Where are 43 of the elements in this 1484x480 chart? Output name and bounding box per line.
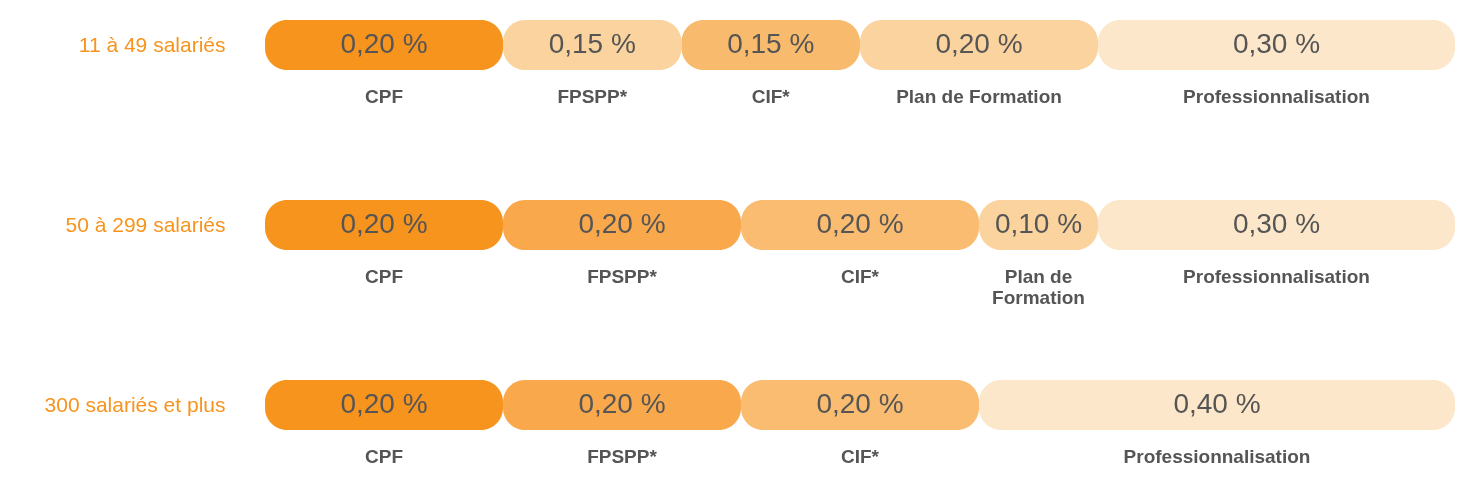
series-label: Professionnalisation [1183,86,1370,107]
text: CIF* [841,266,879,287]
data-label: 0,20 % [816,388,904,419]
text: FPSPP* [587,446,657,467]
series-label: Plan de Formation [896,86,1062,107]
bar [1098,200,1455,250]
data-label: 0,20 % [340,208,428,239]
bar [265,200,503,250]
bar [860,20,1098,70]
data-label: 0,20 % [816,208,904,239]
text: CPF [365,266,403,287]
bar [741,380,979,430]
bar [1098,20,1455,70]
text: Professionnalisation [1123,446,1311,467]
data-label: 0,10 % [994,208,1083,239]
text: Professionnalisation [1183,266,1370,287]
data-label: 0,20 % [340,28,428,59]
data-label: 0,30 % [1232,28,1321,59]
bar [979,380,1455,430]
bar [265,20,503,70]
y-tick-label: 11 à 49 salariés [78,32,226,56]
text: FPSPP* [587,266,657,287]
data-label: 0,20 % [340,388,428,419]
series-label: CIF* [751,86,791,107]
bar [503,380,741,430]
data-label: 0,30 % [1232,208,1321,239]
bar [265,380,503,430]
y-tick-label: 50 à 299 salariés [65,212,226,236]
bar [741,200,979,250]
text: Plan de Formation [992,266,1085,308]
text: CPF [365,446,403,467]
data-label: 0,20 % [935,28,1023,59]
series-label: CPF [365,86,403,107]
data-label: 0,15 % [727,28,815,59]
series-label: FPSPP* [557,86,628,107]
data-label: 0,20 % [578,208,666,239]
y-tick-label: 300 salariés et plus [44,392,226,416]
text: CIF* [841,446,879,467]
bar [503,200,741,250]
data-label: 0,20 % [578,388,666,419]
bar [681,20,860,70]
data-label: 0,40 % [1173,388,1261,419]
data-label: 0,15 % [548,28,636,59]
